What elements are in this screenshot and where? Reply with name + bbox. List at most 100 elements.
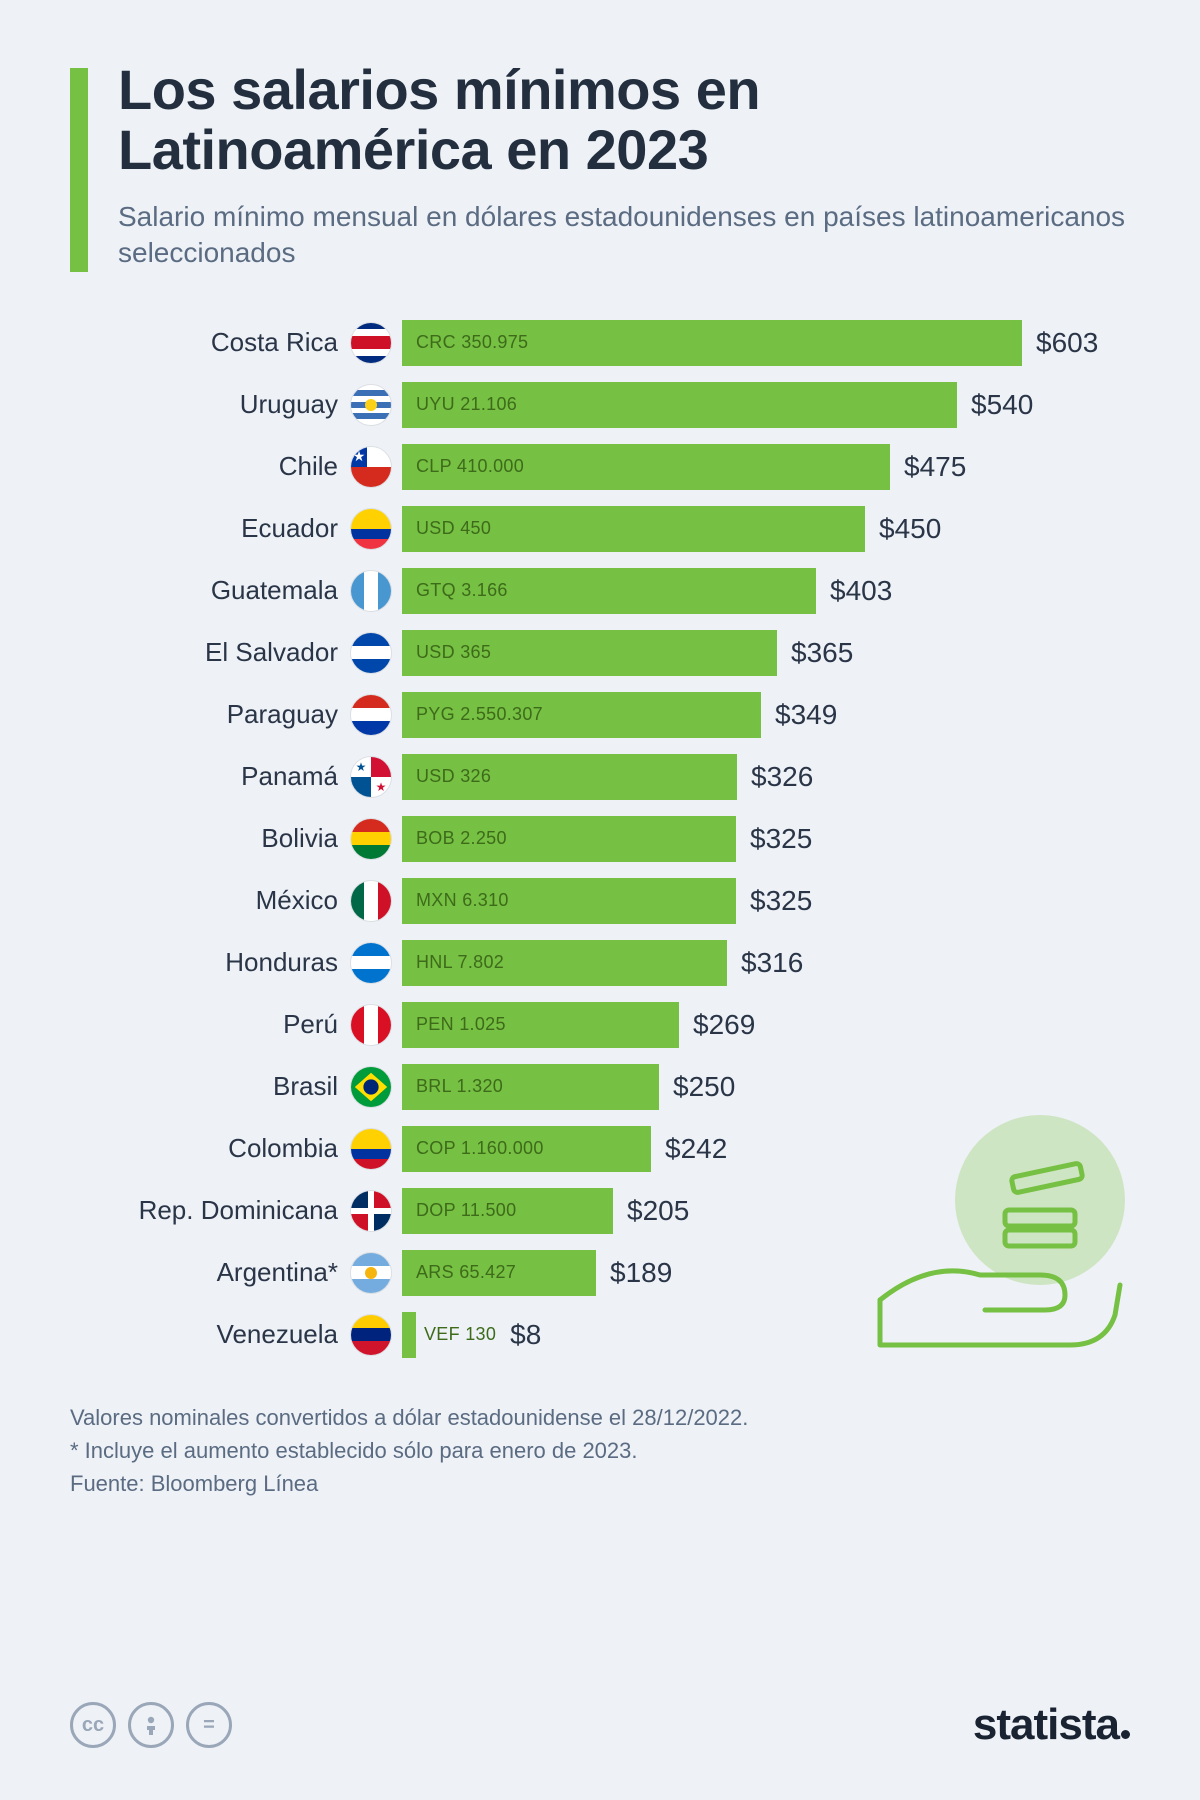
footnote-line: Fuente: Bloomberg Línea — [70, 1467, 1130, 1500]
title-block: Los salarios mínimos en Latinoamérica en… — [118, 60, 1130, 272]
usd-value-label: $189 — [610, 1257, 672, 1289]
bar-area: CLP 410.000 $475 — [392, 444, 1130, 490]
usd-value-label: $540 — [971, 389, 1033, 421]
bar: DOP 11.500 — [402, 1188, 613, 1234]
cc-by-icon — [128, 1702, 174, 1748]
chart-row: Guatemala GTQ 3.166 $403 — [70, 560, 1130, 622]
bar: BRL 1.320 — [402, 1064, 659, 1110]
usd-value-label: $8 — [510, 1319, 541, 1351]
local-currency-label: USD 365 — [416, 642, 491, 663]
bar: BOB 2.250 — [402, 816, 736, 862]
flag-icon — [350, 818, 392, 860]
footnote-line: Valores nominales convertidos a dólar es… — [70, 1401, 1130, 1434]
usd-value-label: $326 — [751, 761, 813, 793]
usd-value-label: $475 — [904, 451, 966, 483]
flag-icon — [350, 570, 392, 612]
bar: PEN 1.025 — [402, 1002, 679, 1048]
bar: USD 326 — [402, 754, 737, 800]
chart-row: Rep. Dominicana DOP 11.500 $205 — [70, 1180, 1130, 1242]
bar: CLP 410.000 — [402, 444, 890, 490]
country-label: México — [70, 885, 350, 916]
usd-value-label: $269 — [693, 1009, 755, 1041]
bar-area: COP 1.160.000 $242 — [392, 1126, 1130, 1172]
local-currency-label: ARS 65.427 — [416, 1262, 516, 1283]
usd-value-label: $250 — [673, 1071, 735, 1103]
footnotes: Valores nominales convertidos a dólar es… — [70, 1401, 1130, 1500]
bar: PYG 2.550.307 — [402, 692, 761, 738]
chart-row: El SalvadorUSD 365$365 — [70, 622, 1130, 684]
usd-value-label: $316 — [741, 947, 803, 979]
bar: ARS 65.427 — [402, 1250, 596, 1296]
local-currency-label: DOP 11.500 — [416, 1200, 516, 1221]
chart-row: Uruguay UYU 21.106 $540 — [70, 374, 1130, 436]
local-currency-label: CRC 350.975 — [416, 332, 528, 353]
flag-icon — [350, 1004, 392, 1046]
country-label: Argentina* — [70, 1257, 350, 1288]
usd-value-label: $403 — [830, 575, 892, 607]
flag-icon — [350, 1128, 392, 1170]
bar: UYU 21.106 — [402, 382, 957, 428]
local-currency-label: BOB 2.250 — [416, 828, 507, 849]
local-currency-label: USD 450 — [416, 518, 491, 539]
bar-area: GTQ 3.166 $403 — [392, 568, 1130, 614]
bar-area: HNL 7.802 $316 — [392, 940, 1130, 986]
local-currency-label: HNL 7.802 — [416, 952, 504, 973]
chart-row: Paraguay PYG 2.550.307 $349 — [70, 684, 1130, 746]
country-label: Bolivia — [70, 823, 350, 854]
usd-value-label: $325 — [750, 885, 812, 917]
bar-area: USD 365 $365 — [392, 630, 1130, 676]
local-currency-label: PEN 1.025 — [416, 1014, 506, 1035]
flag-icon — [350, 1066, 392, 1108]
local-currency-label: COP 1.160.000 — [416, 1138, 544, 1159]
flag-icon — [350, 1252, 392, 1294]
header: Los salarios mínimos en Latinoamérica en… — [70, 60, 1130, 272]
cc-icon: cc — [70, 1702, 116, 1748]
local-currency-label: GTQ 3.166 — [416, 580, 508, 601]
country-label: Ecuador — [70, 513, 350, 544]
bar: GTQ 3.166 — [402, 568, 816, 614]
chart-row: Chile★CLP 410.000$475 — [70, 436, 1130, 498]
cc-nd-icon: = — [186, 1702, 232, 1748]
country-label: Rep. Dominicana — [70, 1195, 350, 1226]
statista-logo: statista — [973, 1700, 1130, 1750]
bar: USD 450 — [402, 506, 865, 552]
country-label: Brasil — [70, 1071, 350, 1102]
chart-row: PerúPEN 1.025$269 — [70, 994, 1130, 1056]
chart-row: Argentina* ARS 65.427 $189 — [70, 1242, 1130, 1304]
footer: cc = statista — [70, 1700, 1130, 1750]
accent-bar — [70, 68, 88, 272]
flag-icon — [350, 322, 392, 364]
local-currency-label: BRL 1.320 — [416, 1076, 503, 1097]
bar-area: USD 326 $326 — [392, 754, 1130, 800]
flag-icon — [350, 508, 392, 550]
country-label: Uruguay — [70, 389, 350, 420]
country-label: Guatemala — [70, 575, 350, 606]
flag-icon — [350, 1190, 392, 1232]
flag-icon: ★★ — [350, 756, 392, 798]
bar-area: MXN 6.310$325 — [392, 878, 1130, 924]
bar-area: VEF 130$8 — [392, 1312, 1130, 1358]
country-label: Costa Rica — [70, 327, 350, 358]
chart-row: Brasil BRL 1.320 $250 — [70, 1056, 1130, 1118]
country-label: Paraguay — [70, 699, 350, 730]
bar-chart: Costa RicaCRC 350.975$603UruguayUYU 21.1… — [70, 312, 1130, 1366]
country-label: Chile — [70, 451, 350, 482]
chart-row: ColombiaCOP 1.160.000$242 — [70, 1118, 1130, 1180]
bar-area: USD 450 $450 — [392, 506, 1130, 552]
usd-value-label: $205 — [627, 1195, 689, 1227]
local-currency-label: CLP 410.000 — [416, 456, 524, 477]
usd-value-label: $349 — [775, 699, 837, 731]
infographic-card: Los salarios mínimos en Latinoamérica en… — [0, 0, 1200, 1800]
bar: CRC 350.975 — [402, 320, 1022, 366]
flag-icon — [350, 632, 392, 674]
bar-area: ARS 65.427 $189 — [392, 1250, 1130, 1296]
cc-license-icons: cc = — [70, 1702, 232, 1748]
page-title: Los salarios mínimos en Latinoamérica en… — [118, 60, 1130, 181]
usd-value-label: $365 — [791, 637, 853, 669]
usd-value-label: $450 — [879, 513, 941, 545]
bar-area: BOB 2.250$325 — [392, 816, 1130, 862]
bar-area: DOP 11.500 $205 — [392, 1188, 1130, 1234]
usd-value-label: $242 — [665, 1133, 727, 1165]
brand-text: statista — [973, 1700, 1119, 1749]
chart-row: México MXN 6.310$325 — [70, 870, 1130, 932]
